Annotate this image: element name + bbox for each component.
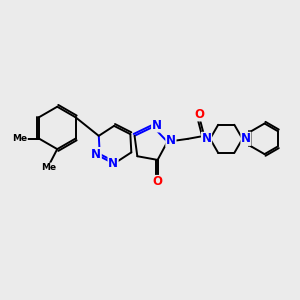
Text: Me: Me — [41, 163, 57, 172]
Text: N: N — [108, 157, 118, 170]
Text: O: O — [153, 176, 163, 188]
Text: N: N — [241, 132, 251, 145]
Text: N: N — [202, 132, 212, 145]
Text: Me: Me — [12, 134, 27, 143]
Text: N: N — [152, 119, 162, 132]
Text: N: N — [91, 148, 101, 160]
Text: N: N — [166, 134, 176, 147]
Text: O: O — [195, 108, 205, 121]
